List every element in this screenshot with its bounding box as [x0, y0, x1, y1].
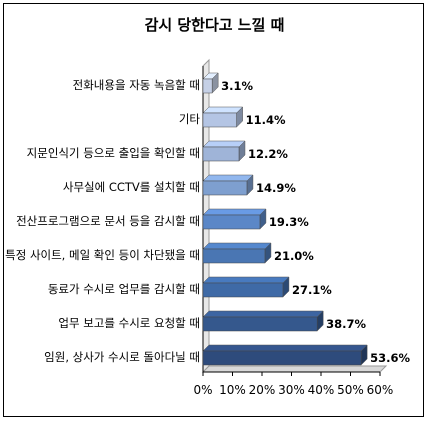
bar-top-face [202, 242, 272, 250]
bar [202, 316, 318, 332]
x-tick-label: 0% [193, 383, 212, 397]
x-tick-label: 40% [308, 383, 335, 397]
x-tick-label: 20% [249, 383, 276, 397]
bar [202, 248, 266, 264]
bar [202, 282, 284, 298]
bar-top-face [202, 106, 244, 114]
x-tick-label: 10% [219, 383, 246, 397]
bar [202, 112, 237, 128]
bar-top-face [202, 276, 290, 284]
category-label: 전산프로그램으로 문서 등을 감시할 때 [16, 214, 200, 228]
category-label: 업무 보고를 수시로 요청할 때 [58, 316, 200, 330]
category-label: 전화내용을 자동 녹음할 때 [72, 78, 200, 92]
bar-value-label: 53.6% [370, 351, 410, 365]
bar-value-label: 14.9% [256, 181, 296, 195]
bar-top-face [202, 208, 267, 216]
bar-top-face [202, 140, 246, 148]
bar-value-label: 27.1% [292, 283, 332, 297]
category-label: 임원, 상사가 수시로 돌아다닐 때 [44, 350, 200, 364]
category-label: 동료가 수시로 업무를 감시할 때 [47, 282, 200, 296]
bar [202, 214, 261, 230]
bar-value-label: 3.1% [221, 79, 253, 93]
x-tick-label: 50% [337, 383, 364, 397]
bar-value-label: 38.7% [326, 317, 366, 331]
bar-value-label: 19.3% [269, 215, 309, 229]
bar-top-face [202, 344, 368, 352]
bar-value-label: 11.4% [246, 113, 286, 127]
bar-value-label: 21.0% [274, 249, 314, 263]
category-label: 기타 [178, 112, 200, 126]
chart-title: 감시 당한다고 느낄 때 [144, 16, 285, 34]
category-label: 지문인식기 등으로 출입을 확인할 때 [26, 146, 200, 160]
bar-top-face [202, 174, 254, 182]
bar [202, 350, 362, 366]
category-label: 사무실에 CCTV를 설치할 때 [62, 180, 200, 194]
bar [202, 180, 248, 196]
axis-floor [201, 365, 388, 373]
category-label: 특정 사이트, 메일 확인 등이 차단됐을 때 [5, 248, 200, 262]
bar-value-label: 12.2% [248, 147, 288, 161]
bar-top-face [202, 310, 324, 318]
x-tick-label: 60% [367, 383, 394, 397]
bar [202, 78, 213, 94]
bar [202, 146, 240, 162]
x-tick-label: 30% [278, 383, 305, 397]
